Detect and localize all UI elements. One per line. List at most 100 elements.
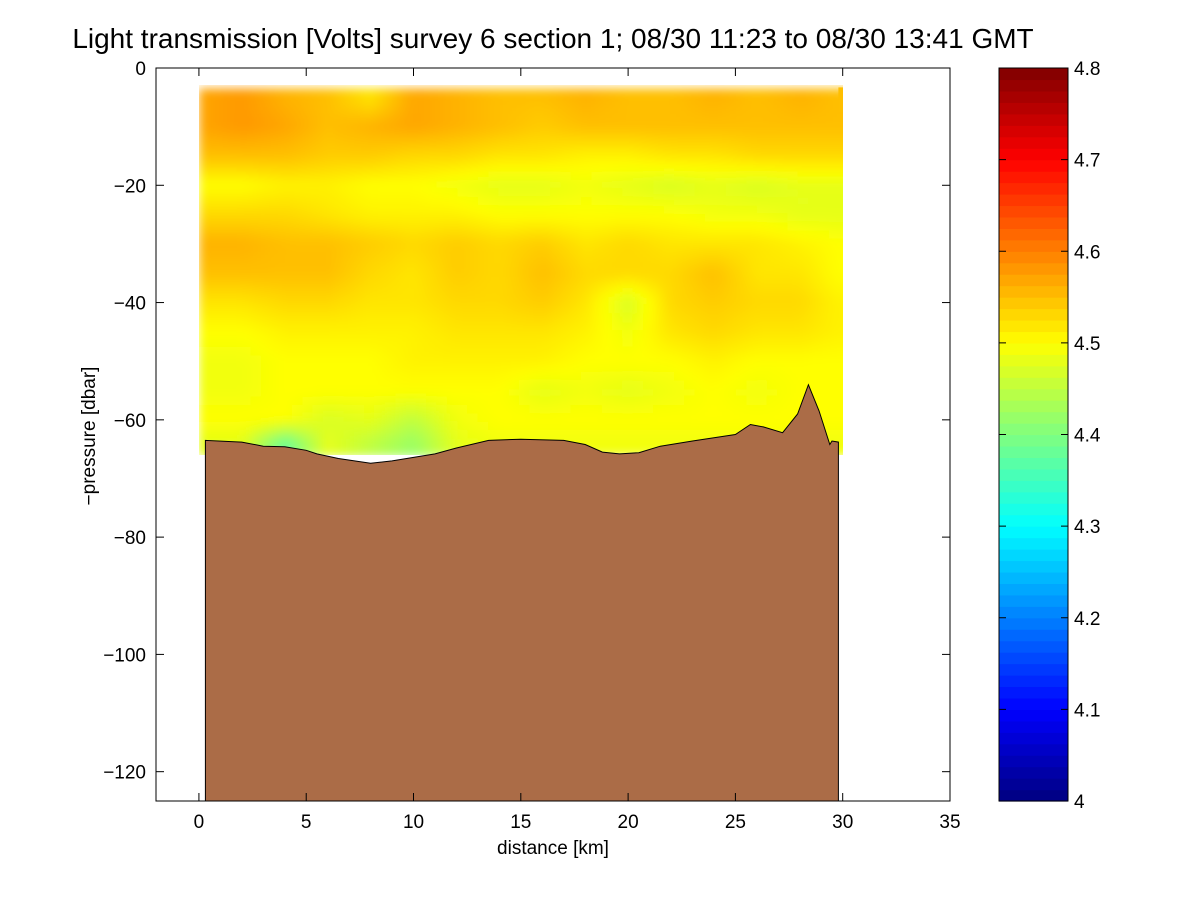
field-cell [674,313,686,323]
field-cell [291,421,303,431]
field-cell [426,313,438,323]
colorbar-band [999,319,1068,333]
field-cell [457,188,469,198]
field-cell [591,205,603,215]
field-cell [384,221,396,231]
field-cell [808,321,820,331]
field-cell [787,188,799,198]
field-cell [374,138,386,148]
field-cell [250,413,262,423]
field-cell [632,413,644,423]
field-cell [477,288,489,298]
field-cell [384,163,396,173]
field-cell [601,288,613,298]
field-cell [839,280,843,290]
field-cell [674,405,686,415]
field-cell [653,421,665,431]
field-cell [291,205,303,215]
field-cell [426,163,438,173]
field-cell [560,280,572,290]
field-cell [281,171,293,181]
field-cell [756,338,768,348]
field-cell [498,380,510,390]
field-cell [777,388,789,398]
field-cell [828,238,840,248]
field-cell [591,405,603,415]
field-cell [260,388,272,398]
field-cell [322,355,334,365]
field-cell [312,271,324,281]
field-cell [384,246,396,256]
field-cell [766,163,778,173]
field-cell [735,363,747,373]
field-cell [467,288,479,298]
field-cell [374,396,386,406]
field-cell [560,388,572,398]
field-cell [560,271,572,281]
field-cell [477,405,489,415]
field-cell [715,380,727,390]
field-cell [364,263,376,273]
field-cell [199,130,210,140]
field-cell [705,413,717,423]
field-cell [281,363,293,373]
field-cell [756,313,768,323]
field-cell [684,163,696,173]
field-cell [684,380,696,390]
field-cell [705,105,717,115]
x-axis-label: distance [km] [497,838,609,859]
field-cell [446,238,458,248]
field-cell [291,405,303,415]
field-cell [436,255,448,265]
field-cell [787,180,799,190]
field-cell [715,221,727,231]
field-cell [302,346,314,356]
field-cell [415,288,427,298]
field-cell [570,105,582,115]
field-cell [209,188,221,198]
x-tick-label: 5 [301,812,312,833]
field-cell [374,96,386,106]
colorbar-tick-label: 4.3 [1074,517,1100,538]
field-cell [529,430,541,440]
field-cell [353,405,365,415]
field-cell [808,138,820,148]
field-cell [663,363,675,373]
field-cell [353,130,365,140]
field-cell [436,363,448,373]
field-cell [622,405,634,415]
field-cell [291,438,303,448]
field-cell [199,230,210,240]
field-cell [777,280,789,290]
field-cell [643,296,655,306]
field-cell [684,188,696,198]
field-cell [519,380,531,390]
field-cell [746,263,758,273]
field-cell [570,263,582,273]
field-cell [446,255,458,265]
field-cell [199,305,210,315]
field-cell [663,146,675,156]
field-cell [808,146,820,156]
field-cell [219,271,231,281]
field-cell [828,88,840,98]
field-cell [302,363,314,373]
field-cell [570,296,582,306]
field-cell [684,138,696,148]
field-cell [229,155,241,165]
field-cell [839,313,843,323]
field-cell [818,221,830,231]
field-cell [705,180,717,190]
field-cell [766,255,778,265]
colorbar-band [999,79,1068,92]
field-cell [498,196,510,206]
field-cell [828,271,840,281]
field-cell [446,371,458,381]
field-cell [715,105,727,115]
field-cell [312,305,324,315]
field-cell [529,113,541,123]
field-cell [643,338,655,348]
field-cell [219,130,231,140]
chart-title: Light transmission [Volts] survey 6 sect… [72,23,1033,54]
field-cell [684,263,696,273]
